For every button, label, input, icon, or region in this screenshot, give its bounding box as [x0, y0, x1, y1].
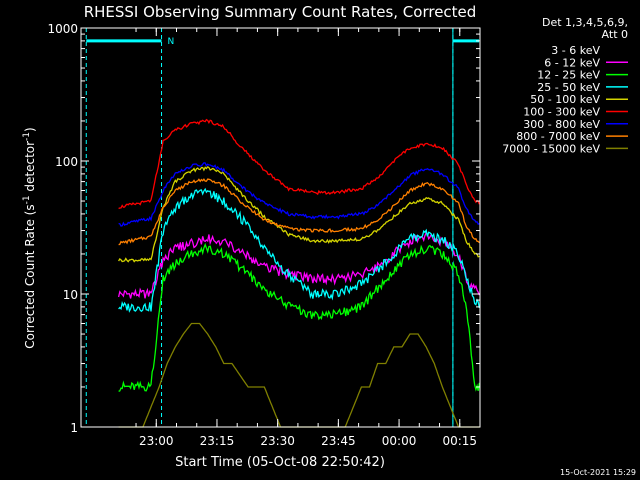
x-tick-label-5: 00:15 — [442, 434, 477, 448]
series-line-2 — [118, 242, 481, 392]
legend-title-line-2: Att 0 — [602, 28, 628, 41]
svg-text:Corrected Count Rate (s-1 dete: Corrected Count Rate (s-1 detector-1) — [22, 127, 37, 348]
y-tick-label-2: 100 — [55, 155, 78, 169]
x-tick-label-4: 00:00 — [382, 434, 417, 448]
chart-title: RHESSI Observing Summary Count Rates, Co… — [84, 3, 477, 21]
y-tick-label-1: 10 — [63, 288, 78, 302]
y-axis-label-sup2: -1 — [22, 132, 32, 141]
series-line-7 — [118, 178, 480, 246]
x-tick-label-2: 23:30 — [260, 434, 295, 448]
plot-area: N 23:00 23:15 23:30 23:45 00:00 00:15 1 10 100 100… — [47, 22, 481, 448]
flag-label-0: N — [168, 37, 175, 47]
x-tick-label-1: 23:15 — [200, 434, 235, 448]
legend-label-4: 50 - 100 keV — [530, 93, 600, 106]
x-tick-label-3: 23:45 — [321, 434, 356, 448]
series-line-4 — [118, 166, 480, 263]
legend-title-line-1: Det 1,3,4,5,6,9, — [542, 16, 628, 29]
legend-label-7: 800 - 7000 keV — [516, 130, 600, 143]
legend-label-6: 300 - 800 keV — [523, 118, 600, 131]
legend-label-1: 6 - 12 keV — [544, 56, 600, 69]
y-tick-label-0: 1 — [70, 421, 78, 435]
plot-frame — [80, 27, 481, 428]
y-axis-label-sup1: -1 — [22, 195, 32, 204]
series-line-5 — [118, 118, 481, 210]
series-line-3 — [118, 187, 481, 313]
legend-label-2: 12 - 25 keV — [537, 69, 600, 82]
y-axis-label: Corrected Count Rate (s-1 detector-1) — [22, 127, 37, 348]
y-axis-label-main: Corrected Count Rate (s — [23, 204, 37, 348]
legend-label-3: 25 - 50 keV — [537, 81, 600, 94]
legend-label-0: 3 - 6 keV — [551, 44, 600, 57]
y-tick-label-3: 1000 — [47, 22, 78, 36]
x-tick-label-0: 23:00 — [139, 434, 174, 448]
y-axis-label-end: ) — [23, 127, 37, 132]
legend-label-5: 100 - 300 keV — [523, 106, 600, 119]
series-line-0 — [117, 240, 481, 305]
y-axis-label-mid: detector — [23, 141, 37, 196]
x-axis-label: Start Time (05-Oct-08 22:50:42) — [175, 455, 385, 470]
legend-label-8: 7000 - 15000 keV — [502, 142, 600, 155]
footer-timestamp: 15-Oct-2021 15:29 — [560, 468, 636, 477]
series-line-6 — [118, 162, 480, 227]
